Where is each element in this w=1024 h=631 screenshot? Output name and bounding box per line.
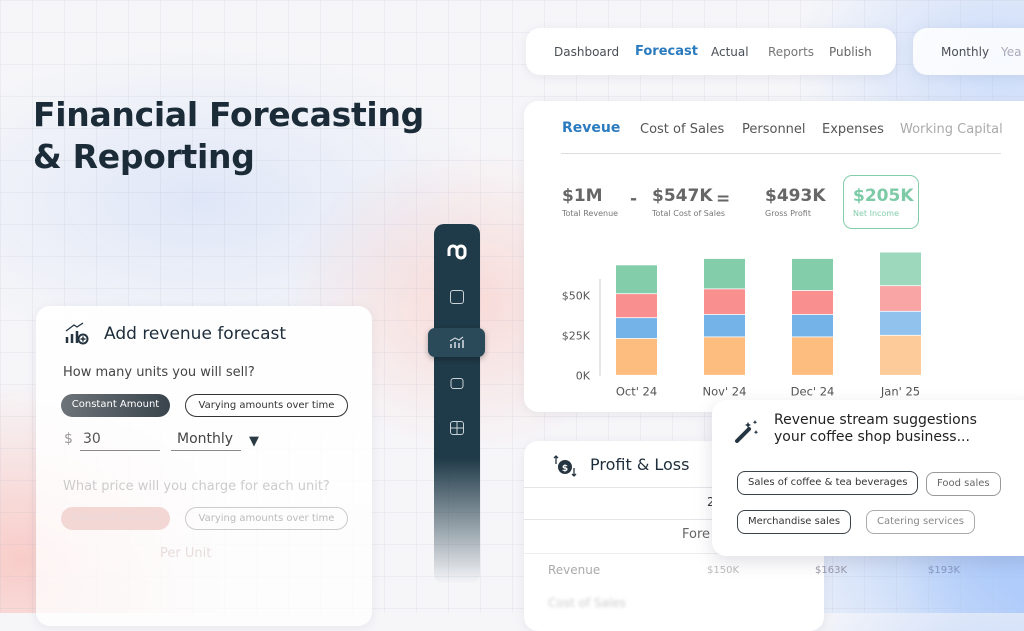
question-price: What price will you charge for each unit… bbox=[63, 479, 330, 494]
tab-cost-of-sales[interactable]: Cost of Sales bbox=[640, 122, 725, 137]
chart-trend-icon bbox=[449, 336, 464, 348]
y-tick-label: $25K bbox=[562, 330, 591, 343]
price-varying-option[interactable]: Varying amounts over time bbox=[185, 507, 348, 530]
bar-segment bbox=[704, 314, 745, 337]
bar-segment bbox=[704, 258, 745, 289]
stacked-bar-chart: 0K $25K $50K Oct' 24 Nov' 24 Dec' 24 Jan' 25 bbox=[562, 252, 921, 399]
x-tick-label: Dec' 24 bbox=[791, 385, 835, 399]
form-title: Add revenue forecast bbox=[104, 324, 287, 344]
kpi-cost-of-sales-label: Total Cost of Sales bbox=[652, 209, 726, 218]
tab-personnel[interactable]: Personnel bbox=[742, 122, 806, 137]
nav-dashboard[interactable]: Dashboard bbox=[554, 45, 620, 59]
pnl-revenue-value-2: $163K bbox=[815, 565, 848, 576]
tabs-divider bbox=[561, 153, 1001, 154]
bar-segment bbox=[616, 338, 657, 375]
kpi-net-income-value: $205K bbox=[853, 186, 914, 206]
suggestions-title-line1: Revenue stream suggestions bbox=[774, 412, 977, 428]
frequency-select[interactable]: Monthly bbox=[171, 431, 241, 451]
chevron-down-icon[interactable]: ▼ bbox=[249, 434, 259, 449]
dollar-arrows-icon: $ bbox=[552, 454, 578, 478]
nav-actual[interactable]: Actual bbox=[711, 45, 749, 59]
magic-wand-icon bbox=[734, 418, 760, 448]
sidebar-item-forecast[interactable] bbox=[428, 328, 485, 357]
report-icon[interactable] bbox=[450, 290, 464, 304]
svg-text:$: $ bbox=[562, 464, 568, 474]
kpi-total-revenue-value: $1M bbox=[562, 186, 603, 206]
bar-segment bbox=[880, 286, 921, 311]
kpi-cost-of-sales-value: $547K bbox=[652, 186, 713, 206]
bar-segment bbox=[704, 337, 745, 375]
suggestions-card: Revenue stream suggestions your coffee s… bbox=[712, 400, 1024, 556]
bar-segment bbox=[792, 314, 833, 337]
logo-icon[interactable] bbox=[446, 242, 468, 264]
bar-segment bbox=[792, 337, 833, 375]
y-tick-label: 0K bbox=[576, 370, 591, 383]
sidebar bbox=[428, 224, 485, 584]
accounts-icon[interactable] bbox=[450, 378, 464, 389]
nav-forecast[interactable]: Forecast bbox=[635, 44, 698, 59]
tab-expenses[interactable]: Expenses bbox=[822, 122, 884, 137]
period-yearly[interactable]: Yea bbox=[1001, 45, 1022, 59]
equals-operator: = bbox=[716, 189, 731, 209]
pnl-forecast-header: Fore bbox=[682, 527, 711, 542]
chip-merchandise[interactable]: Merchandise sales bbox=[737, 510, 852, 534]
nav-reports[interactable]: Reports bbox=[768, 45, 815, 59]
headline-line-2: & Reporting bbox=[33, 137, 255, 176]
page-headline: Financial Forecasting & Reporting bbox=[33, 94, 424, 178]
headline-line-1: Financial Forecasting bbox=[33, 95, 424, 134]
bar-segment bbox=[704, 289, 745, 315]
chip-coffee-tea[interactable]: Sales of coffee & tea beverages bbox=[737, 471, 919, 495]
pnl-year-header: 2 bbox=[707, 495, 715, 509]
pnl-revenue-value-3: $193K bbox=[928, 565, 961, 576]
pnl-title: Profit & Loss bbox=[590, 455, 690, 474]
question-units: How many units you will sell? bbox=[63, 365, 255, 380]
kpi-gross-profit-value: $493K bbox=[765, 186, 826, 206]
divider bbox=[524, 553, 824, 554]
bar-segment bbox=[880, 335, 921, 375]
period-monthly[interactable]: Monthly bbox=[941, 45, 990, 59]
price-constant-option[interactable]: Constant Amount bbox=[61, 507, 170, 530]
bar-segment bbox=[616, 294, 657, 318]
pnl-row-cost-label: Cost of Sales bbox=[548, 596, 626, 610]
kpi-gross-profit-label: Gross Profit bbox=[765, 209, 811, 218]
bar-segment bbox=[880, 252, 921, 286]
minus-operator: - bbox=[630, 189, 638, 209]
per-unit-label: Per Unit bbox=[160, 546, 212, 561]
bar-segment bbox=[616, 318, 657, 339]
bar-segment bbox=[792, 258, 833, 291]
bar-segment bbox=[792, 290, 833, 315]
chip-food-sales[interactable]: Food sales bbox=[926, 472, 1001, 496]
pnl-row-revenue-label: Revenue bbox=[548, 563, 601, 577]
top-nav: Dashboard Forecast Actual Reports Publis… bbox=[526, 28, 896, 75]
suggestions-title-line2: your coffee shop business... bbox=[774, 429, 970, 445]
bar-segment bbox=[616, 265, 657, 294]
chip-catering[interactable]: Catering services bbox=[866, 510, 975, 534]
tab-revenue[interactable]: Reveue bbox=[562, 120, 621, 136]
kpi-total-revenue-label: Total Revenue bbox=[562, 209, 619, 218]
currency-symbol: $ bbox=[64, 431, 73, 447]
y-tick-label: $50K bbox=[562, 290, 591, 303]
x-tick-label: Oct' 24 bbox=[616, 385, 657, 399]
revenue-card: Reveue Cost of Sales Personnel Expenses … bbox=[524, 101, 1024, 412]
period-toggle: Monthly Yea bbox=[913, 28, 1024, 75]
divider bbox=[524, 487, 824, 488]
amount-input[interactable]: 30 bbox=[80, 431, 160, 451]
revenue-growth-icon bbox=[65, 322, 89, 345]
varying-amount-option[interactable]: Varying amounts over time bbox=[185, 394, 348, 417]
divider bbox=[524, 519, 824, 520]
constant-amount-option[interactable]: Constant Amount bbox=[61, 394, 170, 417]
kpi-net-income-box: $205K Net Income bbox=[843, 175, 919, 229]
x-tick-label: Jan' 25 bbox=[880, 385, 920, 399]
pnl-revenue-value-1: $150K bbox=[707, 565, 740, 576]
tab-working-capital[interactable]: Working Capital bbox=[900, 122, 1003, 137]
kpi-net-income-label: Net Income bbox=[853, 209, 900, 218]
x-tick-label: Nov' 24 bbox=[703, 385, 747, 399]
nav-publish[interactable]: Publish bbox=[829, 45, 872, 59]
grid-icon[interactable] bbox=[450, 421, 464, 435]
bar-segment bbox=[880, 311, 921, 335]
revenue-forecast-form: Add revenue forecast How many units you … bbox=[36, 306, 372, 626]
